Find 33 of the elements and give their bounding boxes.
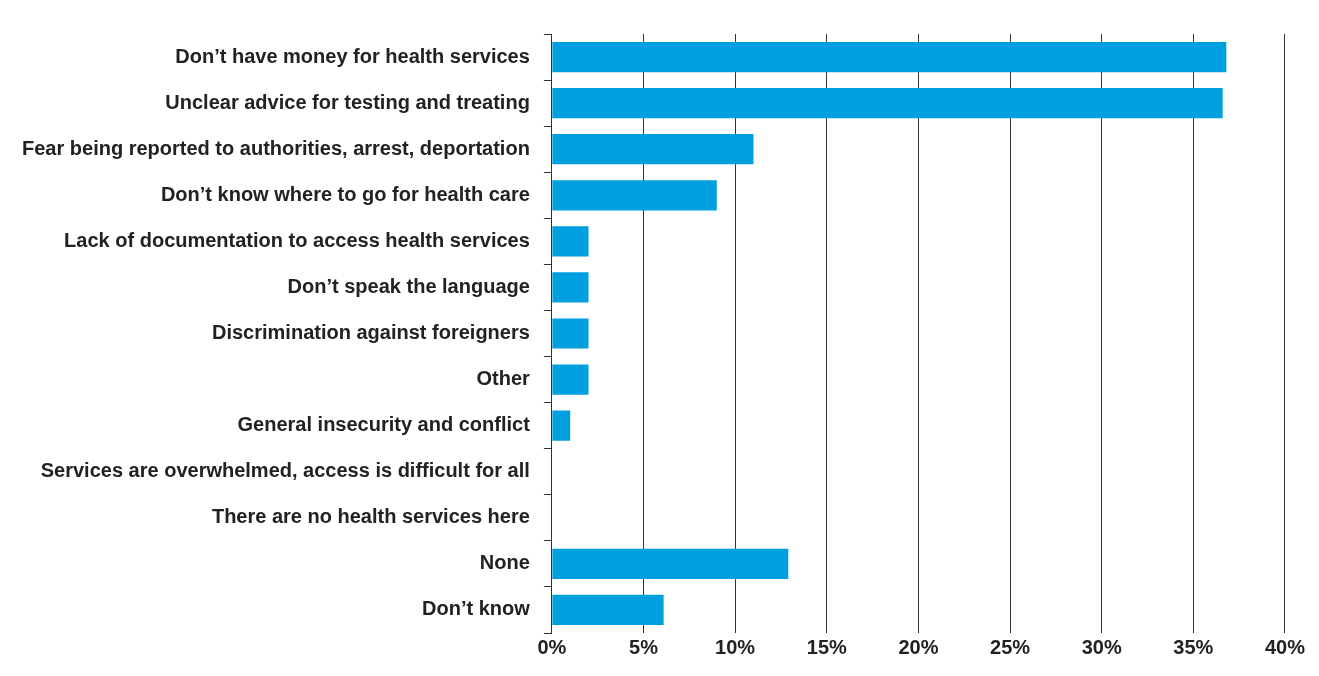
y-tick-label: Don’t know where to go for health care [160, 182, 530, 205]
y-tick-label: Discrimination against foreigners [211, 321, 530, 344]
y-tick-label: General insecurity and conflict [237, 413, 531, 436]
x-tick-label: 40% [1264, 635, 1306, 658]
bar [552, 88, 1223, 119]
y-tick-label: Fear being reported to authorities, arrest, deportation [21, 136, 530, 159]
y-tick-label: Don’t have money for health services [175, 44, 530, 67]
x-tick-label: 20% [898, 635, 939, 658]
y-tick-label: There are no health services here [211, 505, 530, 528]
x-tick-label: 25% [990, 635, 1031, 658]
bar [552, 226, 589, 257]
y-tick-label: Don’t speak the language [287, 274, 530, 297]
bar [552, 364, 589, 395]
x-tick-label: 10% [715, 635, 756, 658]
y-tick-label: Other [476, 367, 531, 390]
x-tick-label: 0% [537, 635, 567, 658]
bar [552, 272, 589, 303]
bar [552, 180, 717, 211]
x-tick-label: 5% [629, 635, 659, 658]
bar [552, 410, 571, 441]
bar [552, 318, 589, 349]
bar [552, 41, 1227, 73]
x-tick-label: 35% [1173, 635, 1214, 658]
x-tick-label: 30% [1081, 635, 1122, 658]
bar [552, 548, 789, 579]
bar [552, 594, 664, 626]
y-tick-label: None [479, 551, 530, 574]
y-tick-label: Lack of documentation to access health services [64, 228, 530, 251]
bar [552, 134, 754, 165]
x-tick-label: 15% [806, 635, 848, 658]
y-tick-label: Services are overwhelmed, access is difficult for all [40, 459, 530, 482]
y-tick-label: Don’t know [422, 597, 531, 620]
y-tick-label: Unclear advice for testing and treating [165, 90, 530, 113]
